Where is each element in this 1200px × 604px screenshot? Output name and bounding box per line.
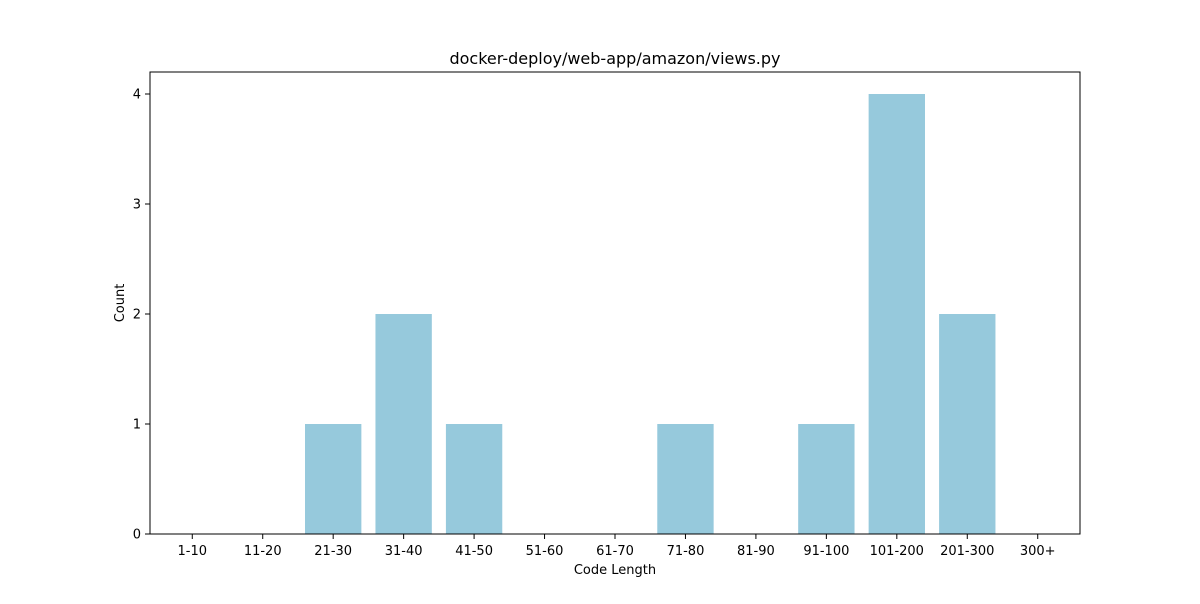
x-tick-label: 300+ xyxy=(1020,544,1056,559)
bar-21-30 xyxy=(305,424,362,534)
bar-41-50 xyxy=(445,424,503,534)
x-tick-label: 101-200 xyxy=(870,544,924,559)
y-tick-label: 0 xyxy=(133,528,141,543)
bar-91-100 xyxy=(798,424,855,534)
bar-101-200 xyxy=(868,94,925,534)
bars-group xyxy=(305,94,996,534)
x-tick-label: 201-300 xyxy=(940,544,994,559)
bar-71-80 xyxy=(657,424,714,534)
x-tick-label: 81-90 xyxy=(737,544,775,559)
y-tick-label: 2 xyxy=(133,308,141,323)
plot-frame xyxy=(149,71,1081,535)
x-tick-label: 21-30 xyxy=(314,544,352,559)
x-tick-label: 71-80 xyxy=(667,544,705,559)
y-axis-label: Count xyxy=(113,284,128,323)
x-axis-label: Code Length xyxy=(574,563,656,578)
y-axis-ticks: 0 1 2 3 4 xyxy=(133,88,150,543)
y-tick-label: 4 xyxy=(133,88,141,103)
y-tick-label: 3 xyxy=(133,198,141,213)
x-tick-label: 91-100 xyxy=(803,544,849,559)
x-tick-label: 1-10 xyxy=(178,544,208,559)
x-tick-label: 31-40 xyxy=(385,544,423,559)
bar-201-300 xyxy=(939,314,996,534)
bar-31-40 xyxy=(375,314,432,534)
x-tick-label: 51-60 xyxy=(526,544,564,559)
x-tick-label: 41-50 xyxy=(455,544,493,559)
y-tick-label: 1 xyxy=(133,418,141,433)
x-axis-ticks: 1-10 11-20 21-30 31-40 41-50 51-60 61-70 71-80 8… xyxy=(178,534,1056,559)
chart-title: docker-deploy/web-app/amazon/views.py xyxy=(449,49,780,68)
x-tick-label: 11-20 xyxy=(244,544,282,559)
x-tick-label: 61-70 xyxy=(596,544,634,559)
